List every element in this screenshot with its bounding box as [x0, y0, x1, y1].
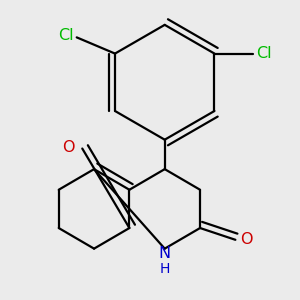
- Text: Cl: Cl: [256, 46, 271, 61]
- Text: O: O: [62, 140, 75, 154]
- Text: O: O: [240, 232, 252, 247]
- Text: H: H: [160, 262, 170, 276]
- Text: Cl: Cl: [58, 28, 74, 44]
- Text: N: N: [159, 246, 171, 261]
